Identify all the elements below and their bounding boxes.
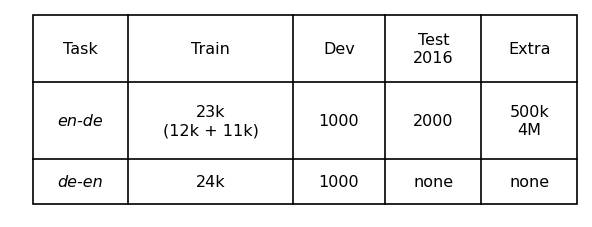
Text: none: none [509,174,549,189]
Text: Train: Train [191,42,230,57]
Text: 1000: 1000 [318,114,359,128]
Text: Test
2016: Test 2016 [413,33,453,66]
Text: 24k: 24k [196,174,226,189]
Text: 2000: 2000 [413,114,453,128]
Text: 500k
4M: 500k 4M [509,104,549,138]
Text: de-en: de-en [57,174,104,189]
Text: 23k
(12k + 11k): 23k (12k + 11k) [163,104,259,138]
Text: none: none [413,174,453,189]
Text: Extra: Extra [508,42,551,57]
Text: 1000: 1000 [318,174,359,189]
Text: Dev: Dev [323,42,355,57]
Text: en-de: en-de [57,114,104,128]
Text: Task: Task [63,42,98,57]
Bar [33,16,577,204]
